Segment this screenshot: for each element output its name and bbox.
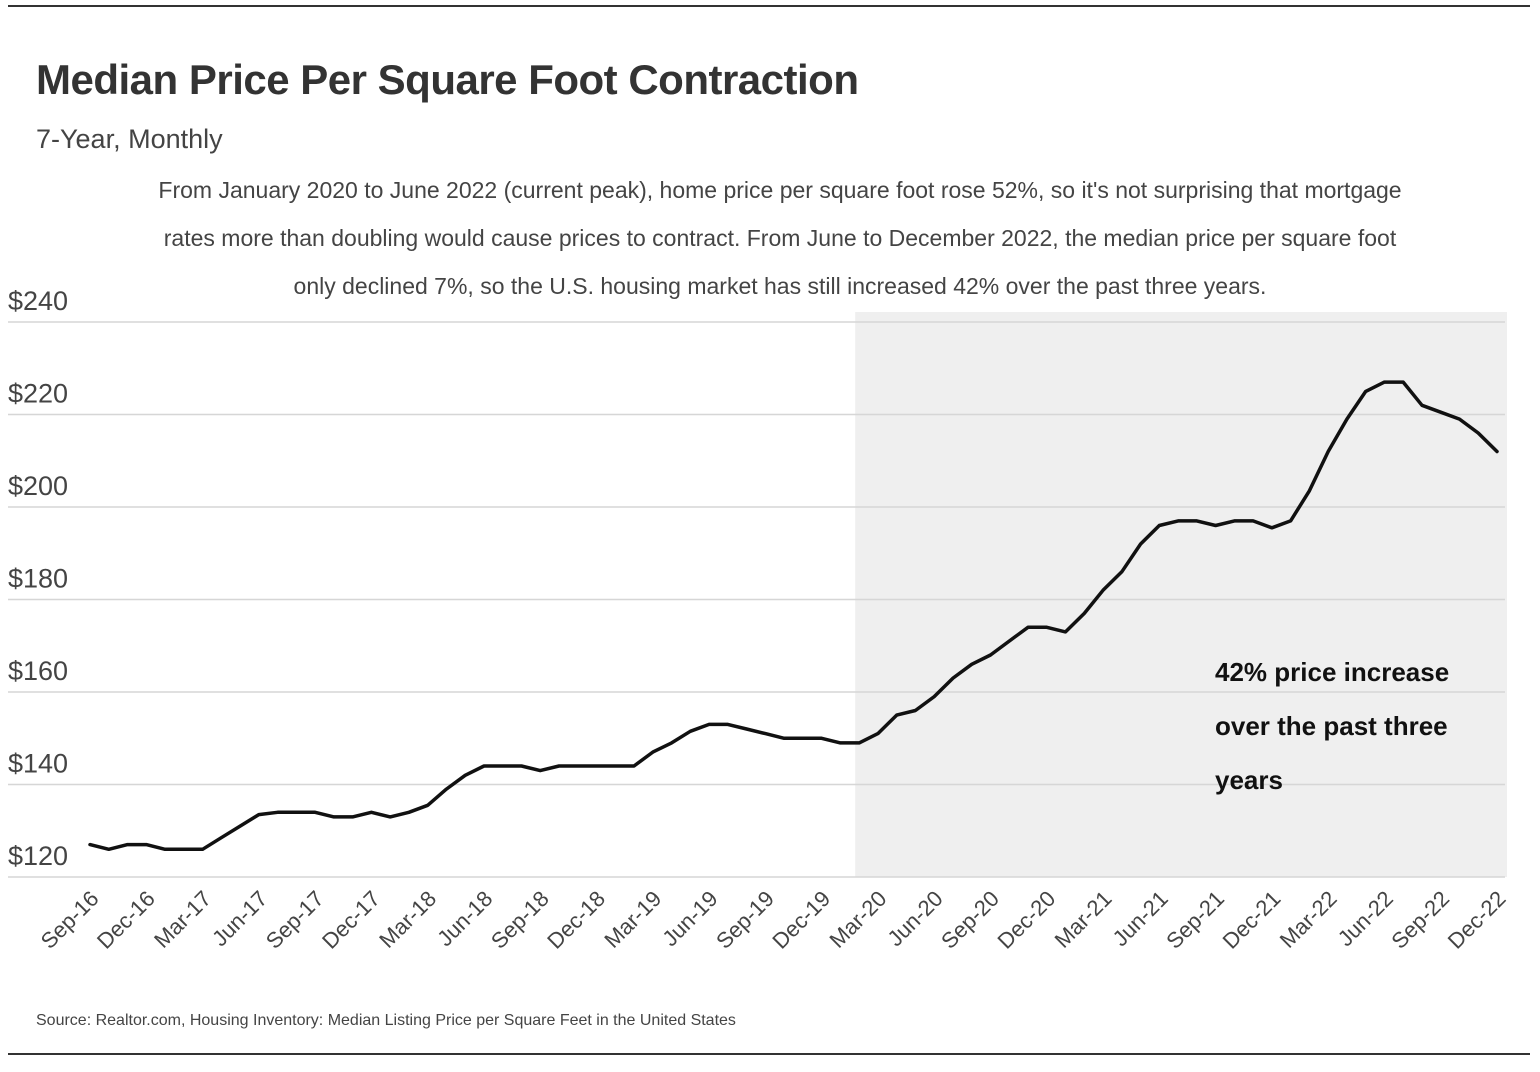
- x-tick-label: Sep-20: [936, 886, 1004, 954]
- x-tick-label: Dec-20: [992, 886, 1060, 954]
- chart-subtitle: 7-Year, Monthly: [36, 124, 223, 154]
- chart-description: From January 2020 to June 2022 (current …: [158, 177, 1402, 299]
- x-tick-label: Mar-22: [1275, 886, 1342, 953]
- top-rule: [8, 5, 1530, 7]
- x-tick-label: Sep-17: [261, 886, 329, 954]
- x-tick-label: Jun-20: [882, 886, 947, 951]
- source-note: Source: Realtor.com, Housing Inventory: …: [36, 1012, 736, 1029]
- x-tick-label: Jun-17: [207, 886, 272, 951]
- y-tick-label: $180: [8, 564, 68, 594]
- bottom-rule: [8, 1053, 1530, 1055]
- x-tick-label: Sep-21: [1161, 886, 1229, 954]
- x-tick-label: Mar-20: [825, 886, 892, 953]
- x-tick-label: Dec-16: [92, 886, 160, 954]
- x-tick-label: Dec-22: [1443, 886, 1511, 954]
- x-tick-label: Mar-18: [374, 886, 441, 953]
- x-tick-label: Sep-16: [36, 886, 104, 954]
- x-tick-label: Dec-17: [317, 886, 385, 954]
- y-tick-label: $200: [8, 471, 68, 501]
- highlight-region: [855, 312, 1507, 877]
- x-tick-label: Mar-17: [149, 886, 216, 953]
- x-tick-label: Mar-19: [599, 886, 666, 953]
- x-tick-label: Dec-19: [767, 886, 835, 954]
- x-tick-label: Sep-19: [711, 886, 779, 954]
- chart-title: Median Price Per Square Foot Contraction: [36, 56, 859, 103]
- y-tick-label: $140: [8, 749, 68, 779]
- y-tick-label: $240: [8, 286, 68, 316]
- y-tick-label: $120: [8, 841, 68, 871]
- x-tick-label: Jun-21: [1108, 886, 1173, 951]
- x-tick-label: Jun-22: [1333, 886, 1398, 951]
- price-line: [88, 380, 1499, 852]
- x-tick-label: Dec-18: [542, 886, 610, 954]
- annotation: 42% price increase over the past three y…: [1215, 657, 1450, 795]
- x-tick-label: Sep-18: [486, 886, 554, 954]
- x-tick-label: Jun-18: [432, 886, 497, 951]
- x-tick-label: Sep-22: [1386, 886, 1454, 954]
- x-tick-label: Mar-21: [1050, 886, 1117, 953]
- y-tick-label: $220: [8, 379, 68, 409]
- x-tick-label: Dec-21: [1218, 886, 1286, 954]
- x-tick-label: Jun-19: [657, 886, 722, 951]
- y-tick-label: $160: [8, 656, 68, 686]
